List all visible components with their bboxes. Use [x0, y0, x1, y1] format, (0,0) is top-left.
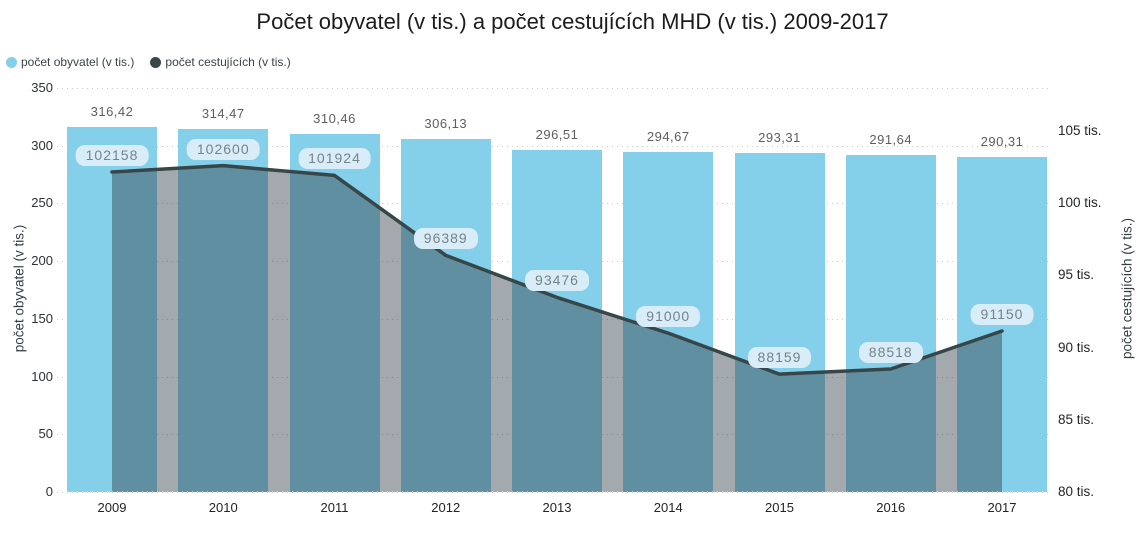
bar-value-label-2017: 290,31 — [980, 133, 1024, 149]
right-axis-tick-85-tis.: 85 tis. — [1058, 411, 1095, 427]
line-point-label-2013[interactable]: 93476 — [525, 270, 589, 292]
x-axis-label-2011: 2011 — [320, 500, 349, 515]
left-axis-tick-250: 250 — [31, 195, 53, 211]
line-point-label-2016[interactable]: 88518 — [858, 342, 923, 363]
legend-item-obyvatel[interactable]: počet obyvatel (v tis.) — [6, 55, 134, 69]
left-axis-tick-300: 300 — [31, 137, 53, 153]
x-axis-baseline — [57, 491, 1048, 492]
right-axis-tick-100-tis.: 100 tis. — [1058, 195, 1102, 211]
x-axis-label-2010: 2010 — [208, 500, 238, 515]
left-axis-tick-200: 200 — [31, 253, 53, 269]
x-axis-label-2017: 2017 — [987, 500, 1017, 515]
bar-2013[interactable] — [512, 149, 602, 492]
bar-value-label-2014: 294,67 — [646, 128, 690, 144]
bar-2009[interactable] — [67, 126, 157, 492]
x-axis-label-2013: 2013 — [542, 500, 572, 515]
bar-2016[interactable] — [845, 155, 936, 492]
bar-value-label-2010: 314,47 — [201, 106, 245, 121]
gridline-350 — [57, 88, 1048, 89]
line-point-label-2012[interactable]: 96389 — [413, 228, 478, 250]
line-point-label-2011[interactable]: 101924 — [298, 148, 371, 170]
right-axis-tick-80-tis.: 80 tis. — [1058, 484, 1095, 499]
bar-value-label-2009: 316,42 — [90, 103, 134, 119]
bar-2011[interactable] — [289, 133, 380, 492]
left-axis-tick-0: 0 — [45, 484, 53, 499]
bar-2012[interactable] — [400, 138, 491, 492]
legend-dot-obyvatel-icon — [6, 56, 17, 68]
gridline-300 — [57, 145, 1048, 147]
legend-dot-cestujici-icon — [150, 56, 162, 68]
right-axis-tick-95-tis.: 95 tis. — [1058, 267, 1095, 283]
bar-value-label-2013: 296,51 — [535, 126, 579, 142]
x-axis-label-2009: 2009 — [97, 500, 127, 515]
bar-2010[interactable] — [178, 129, 269, 492]
bar-value-label-2012: 306,13 — [424, 115, 468, 131]
x-axis-label-2015: 2015 — [765, 500, 794, 515]
right-axis-tick-105-tis.: 105 tis. — [1058, 123, 1102, 138]
bar-value-label-2011: 310,46 — [313, 110, 356, 126]
legend-item-cestujici[interactable]: počet cestujících (v tis.) — [150, 55, 291, 69]
right-axis-title: počet cestujících (v tis.) — [1119, 217, 1135, 360]
line-point-label-2010[interactable]: 102600 — [186, 138, 260, 160]
x-axis-label-2014: 2014 — [653, 500, 683, 515]
bar-2015[interactable] — [734, 153, 825, 492]
x-axis-label-2016: 2016 — [876, 500, 906, 515]
legend-label-obyvatel: počet obyvatel (v tis.) — [21, 55, 135, 69]
line-point-label-2017[interactable]: 91150 — [970, 303, 1034, 325]
left-axis-tick-350: 350 — [31, 80, 53, 95]
left-axis-tick-150: 150 — [31, 310, 53, 326]
left-axis-tick-100: 100 — [31, 368, 53, 384]
legend: počet obyvatel (v tis.) počet cestujícíc… — [6, 55, 291, 69]
right-axis-tick-90-tis.: 90 tis. — [1058, 339, 1095, 355]
line-point-label-2009[interactable]: 102158 — [75, 145, 149, 167]
left-axis-tick-50: 50 — [38, 426, 53, 442]
chart-title: Počet obyvatel (v tis.) a počet cestujíc… — [256, 9, 889, 34]
bar-value-label-2015: 293,31 — [758, 130, 801, 146]
line-point-label-2014[interactable]: 91000 — [636, 306, 701, 328]
gridline-0 — [57, 492, 1048, 493]
x-axis-label-2012: 2012 — [431, 500, 461, 515]
line-point-label-2015[interactable]: 88159 — [747, 347, 812, 369]
bar-value-label-2016: 291,64 — [869, 132, 913, 148]
legend-label-cestujici: počet cestujících (v tis.) — [165, 55, 291, 69]
left-axis-title: počet obyvatel (v tis.) — [11, 224, 27, 353]
